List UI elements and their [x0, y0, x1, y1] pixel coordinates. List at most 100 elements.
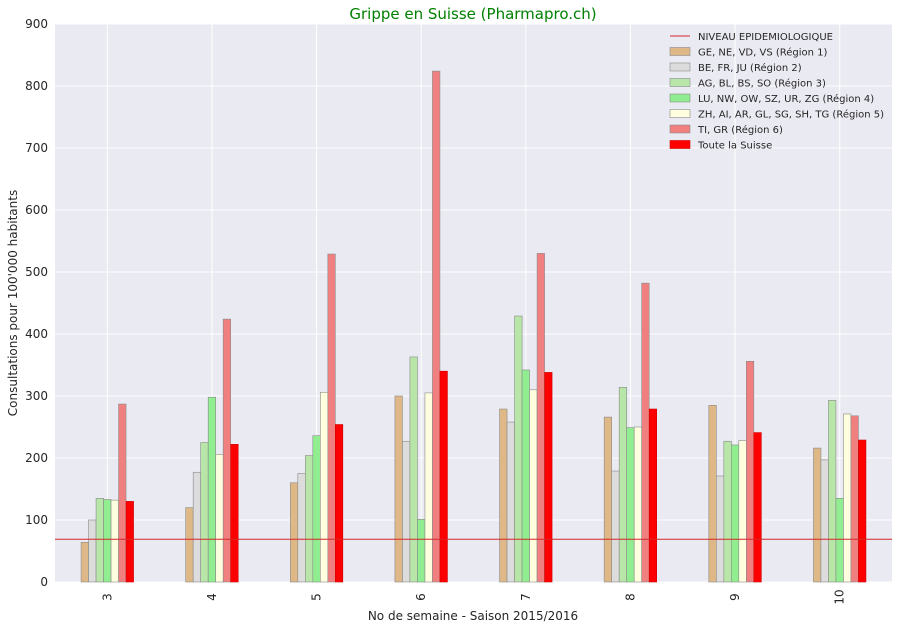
legend-label: NIVEAU EPIDEMIOLOGIQUE	[698, 32, 833, 43]
x-tick-label: 10	[833, 589, 847, 604]
bar	[544, 372, 553, 583]
bar	[320, 391, 329, 583]
bar	[230, 444, 239, 583]
bar	[514, 315, 523, 583]
bar	[88, 519, 97, 583]
bar	[626, 427, 635, 583]
x-axis-ticks: 3 4 5 6 7 8 9 10	[100, 589, 846, 604]
bar	[843, 413, 852, 583]
legend-swatch	[669, 78, 691, 87]
bar	[850, 415, 859, 583]
bar	[185, 507, 194, 583]
x-axis-label: No de semaine - Saison 2015/2016	[368, 609, 578, 623]
bar	[207, 396, 216, 583]
y-tick-label: 500	[25, 265, 48, 279]
y-tick-label: 800	[25, 79, 48, 93]
bar	[327, 253, 336, 583]
bar	[618, 387, 627, 583]
legend-swatch	[669, 140, 691, 149]
bar	[110, 499, 119, 583]
y-tick-label: 400	[25, 327, 48, 341]
bar	[192, 471, 201, 583]
legend-label: TI, GR (Région 6)	[697, 124, 783, 136]
bar	[633, 426, 642, 583]
bar	[499, 408, 508, 583]
x-tick-label: 8	[623, 593, 637, 601]
bar	[648, 408, 657, 583]
legend-label: ZH, AI, AR, GL, SG, SH, TG (Région 5)	[698, 109, 884, 121]
y-tick-label: 200	[25, 451, 48, 465]
legend-label: BE, FR, JU (Région 2)	[698, 62, 802, 74]
bar	[297, 473, 306, 583]
bar	[80, 542, 89, 583]
bar	[402, 440, 411, 583]
bar	[432, 70, 441, 583]
bar	[536, 253, 545, 583]
legend-label: GE, NE, VD, VS (Région 1)	[698, 47, 828, 59]
y-axis-label: Consultations pour 100'000 habitants	[6, 190, 20, 416]
bar	[723, 440, 732, 583]
bar	[118, 403, 127, 583]
legend-swatch	[669, 62, 691, 72]
y-axis-ticks: 0 100 200 300 400 500 600 700 800 900	[25, 17, 48, 589]
bar	[394, 395, 403, 583]
bar	[103, 499, 112, 583]
y-tick-label: 600	[25, 203, 48, 217]
bar	[828, 400, 837, 583]
plot-background	[55, 24, 892, 582]
bar	[305, 455, 314, 583]
bar	[424, 392, 433, 583]
bar	[813, 447, 822, 583]
legend-swatch	[669, 47, 691, 56]
legend-label: Toute la Suisse	[697, 141, 772, 152]
legend-label: LU, NW, OW, SZ, UR, ZG (Région 4)	[698, 93, 874, 105]
bar	[611, 470, 620, 583]
legend-swatch	[669, 93, 691, 103]
bar	[708, 404, 717, 583]
y-tick-label: 100	[25, 513, 48, 527]
bar	[820, 459, 829, 583]
legend: NIVEAU EPIDEMIOLOGIQUE GE, NE, VD, VS (Ré…	[669, 32, 884, 152]
x-tick-label: 9	[728, 593, 742, 601]
bar	[290, 482, 299, 583]
bar	[335, 424, 344, 583]
bar	[439, 370, 448, 583]
bar	[200, 442, 209, 583]
bar	[215, 453, 224, 583]
bar	[753, 432, 762, 583]
bar	[603, 416, 612, 583]
bar	[835, 497, 844, 583]
bar	[417, 519, 426, 583]
bar	[222, 318, 231, 583]
legend-label: AG, BL, BS, SO (Région 3)	[698, 78, 826, 90]
y-tick-label: 900	[25, 17, 48, 31]
bar	[529, 389, 538, 583]
bar	[409, 356, 418, 583]
bar	[738, 440, 747, 583]
y-tick-label: 300	[25, 389, 48, 403]
bar	[716, 475, 725, 583]
bar	[521, 369, 530, 583]
x-tick-label: 4	[205, 593, 219, 601]
bar	[731, 444, 740, 583]
y-tick-label: 700	[25, 141, 48, 155]
bar	[641, 282, 650, 583]
chart-title: Grippe en Suisse (Pharmapro.ch)	[349, 5, 596, 23]
y-tick-label: 0	[40, 575, 48, 589]
legend-swatch	[669, 124, 691, 134]
x-tick-label: 7	[519, 593, 533, 601]
x-tick-label: 3	[100, 593, 114, 601]
bar	[506, 421, 515, 583]
bar	[95, 497, 104, 583]
x-tick-label: 5	[310, 593, 324, 601]
bars-group	[80, 70, 867, 583]
grid-lines	[55, 23, 892, 583]
bar	[746, 360, 755, 583]
bar	[312, 435, 321, 583]
x-tick-label: 6	[414, 593, 428, 601]
bar	[858, 439, 867, 583]
bar	[125, 501, 134, 583]
legend-swatch	[669, 109, 691, 118]
